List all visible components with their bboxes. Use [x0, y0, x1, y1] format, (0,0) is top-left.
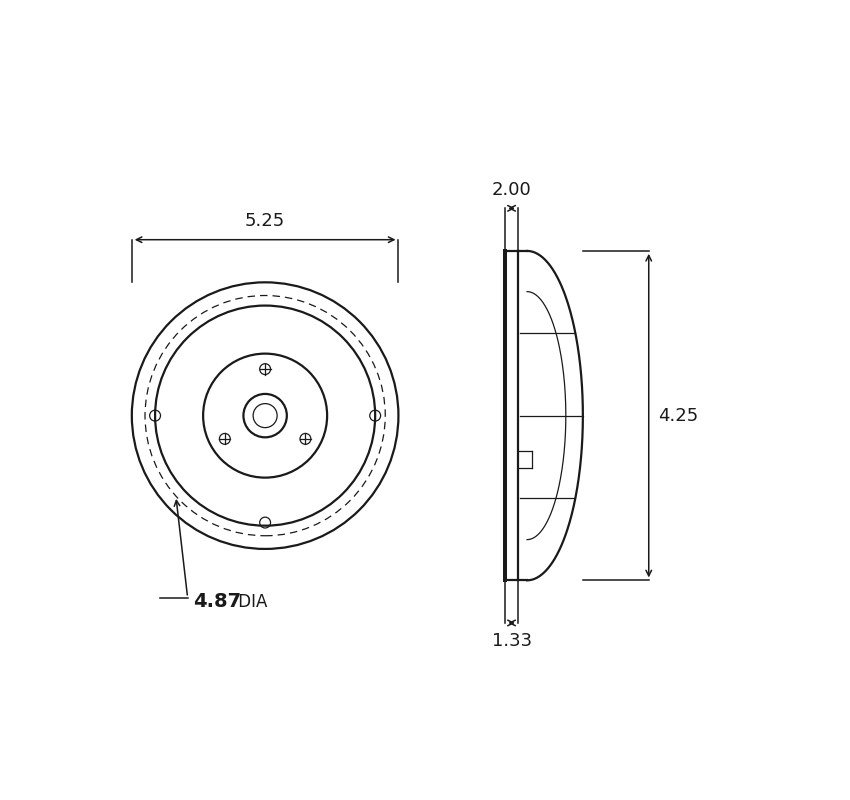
Text: 4.25: 4.25	[658, 406, 699, 425]
Text: DIA: DIA	[234, 593, 268, 610]
Text: 2.00: 2.00	[491, 181, 531, 199]
Text: 4.87: 4.87	[193, 592, 241, 611]
Text: 5.25: 5.25	[245, 213, 286, 230]
Text: 1.33: 1.33	[491, 632, 531, 650]
